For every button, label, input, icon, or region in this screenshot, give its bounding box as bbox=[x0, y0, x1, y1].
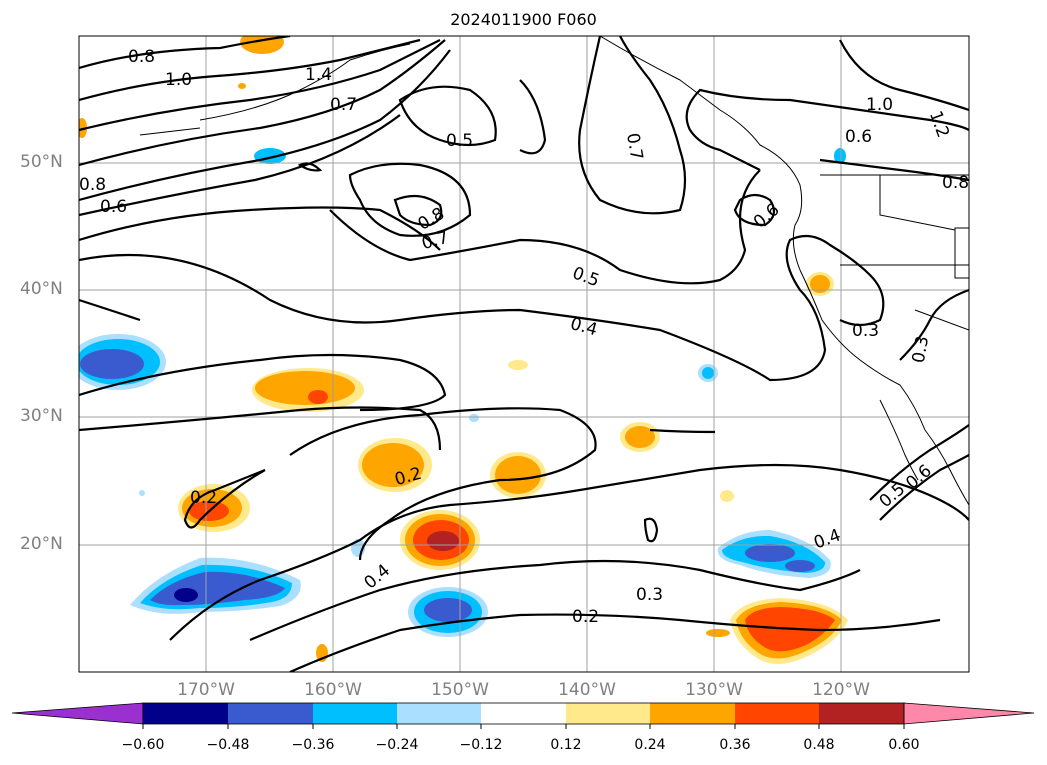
contour-label: 0.4 bbox=[568, 314, 599, 340]
contour-label: 1.0 bbox=[165, 70, 192, 90]
map-title: 2024011900 F060 bbox=[450, 10, 597, 29]
colorbar-tick-label: 0.12 bbox=[550, 737, 582, 753]
coastlines bbox=[139, 36, 969, 506]
colorbar-tick-label: 0.24 bbox=[634, 737, 666, 753]
contour-label: 0.2 bbox=[572, 607, 599, 627]
colorbar-swatch bbox=[397, 703, 481, 724]
colorbar-swatch bbox=[650, 703, 735, 724]
lat-label: 50°N bbox=[20, 152, 63, 172]
shaded-regions bbox=[79, 36, 848, 664]
colorbar-tick-label: −0.60 bbox=[121, 737, 165, 753]
colorbar-swatch bbox=[735, 703, 819, 724]
colorbar-tick-label: 0.60 bbox=[888, 737, 920, 753]
colorbar-tick-label: 0.36 bbox=[719, 737, 751, 753]
contour-label: 0.4 bbox=[811, 525, 843, 553]
colorbar-swatch bbox=[566, 703, 650, 724]
contour-label: 0.7 bbox=[622, 131, 646, 161]
contour-label: 0.3 bbox=[909, 335, 933, 365]
lat-label: 30°N bbox=[20, 406, 63, 426]
colorbar-frame bbox=[142, 702, 905, 725]
lon-label: 130°W bbox=[685, 680, 743, 700]
colorbar-tick-label: −0.36 bbox=[291, 737, 335, 753]
contour-label: 0.3 bbox=[852, 321, 879, 341]
contour-label: 0.8 bbox=[942, 173, 969, 193]
lon-label: 160°W bbox=[304, 680, 362, 700]
contour-label: 0.3 bbox=[636, 585, 663, 605]
contour-label: 0.5 bbox=[570, 263, 602, 291]
contour-label: 0.8 bbox=[79, 175, 106, 195]
colorbar-swatch bbox=[143, 703, 228, 724]
colorbar-extend-low bbox=[11, 702, 144, 725]
colorbar-tick-label: −0.48 bbox=[206, 737, 250, 753]
map-area: 0.8 1.0 1.4 0.7 0.5 0.7 1.0 1.2 0.6 0.6 … bbox=[79, 36, 969, 672]
contour-label: 1.4 bbox=[305, 65, 332, 85]
colorbar-swatch bbox=[481, 703, 566, 724]
colorbar-extend-high bbox=[903, 702, 1035, 725]
contour-label: 0.5 bbox=[446, 131, 473, 151]
colorbar-swatch bbox=[228, 703, 313, 724]
contour-label: 0.2 bbox=[190, 488, 217, 508]
contour-label: 0.7 bbox=[330, 95, 357, 115]
contour-label: 0.8 bbox=[128, 47, 155, 67]
contour-label: 0.6 bbox=[100, 197, 127, 217]
contour-label: 1.2 bbox=[925, 108, 953, 140]
colorbar bbox=[11, 702, 1035, 729]
lat-label: 20°N bbox=[20, 534, 63, 554]
lon-label: 120°W bbox=[812, 680, 870, 700]
graticule bbox=[79, 36, 969, 672]
contour-label: 0.6 bbox=[845, 127, 872, 147]
map-frame bbox=[78, 35, 970, 673]
colorbar-swatch bbox=[819, 703, 904, 724]
lon-label: 140°W bbox=[558, 680, 616, 700]
contour-label: 0.5 bbox=[876, 479, 910, 512]
lat-label: 40°N bbox=[20, 279, 63, 299]
lon-label: 170°W bbox=[177, 680, 235, 700]
contour-label: 0.6 bbox=[750, 200, 784, 233]
contour-lines bbox=[79, 36, 969, 672]
colorbar-tick-label: 0.48 bbox=[803, 737, 835, 753]
colorbar-tick-label: −0.24 bbox=[375, 737, 419, 753]
lon-label: 150°W bbox=[431, 680, 489, 700]
colorbar-swatch bbox=[313, 703, 397, 724]
colorbar-tick-label: −0.12 bbox=[459, 737, 503, 753]
contour-label: 1.0 bbox=[866, 95, 893, 115]
